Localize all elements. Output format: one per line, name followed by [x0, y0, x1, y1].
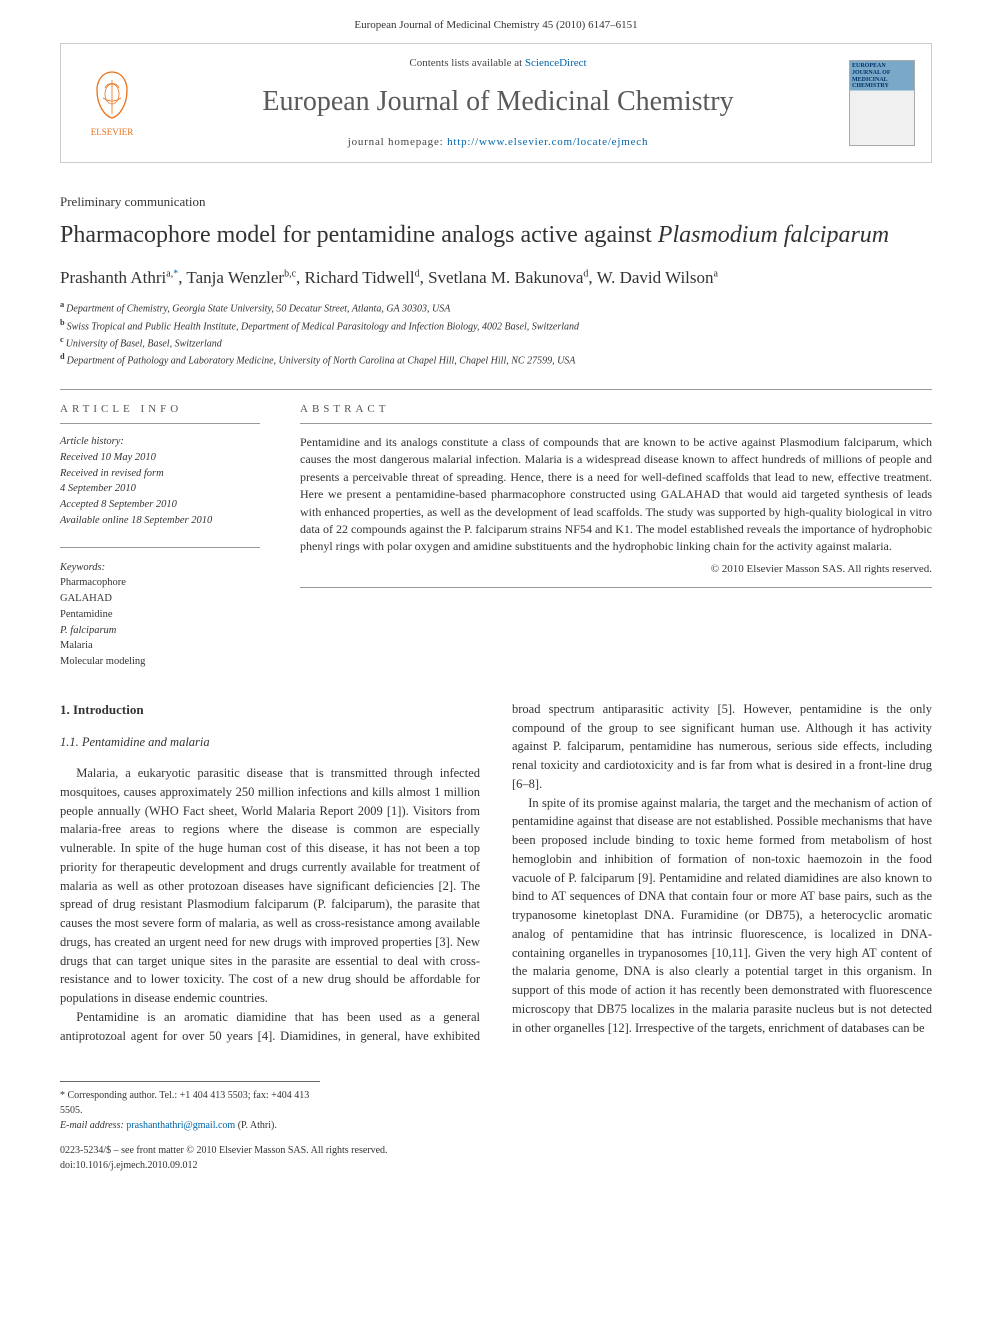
- cover-thumb-title: EUROPEAN JOURNAL OF MEDICINAL CHEMISTRY: [852, 63, 912, 89]
- history-line: Received 10 May 2010: [60, 452, 156, 463]
- homepage-line: journal homepage: http://www.elsevier.co…: [165, 135, 831, 150]
- author-5: W. David Wilson: [597, 268, 714, 287]
- abstract-label: ABSTRACT: [300, 402, 932, 424]
- title-species: Plasmodium falciparum: [658, 222, 889, 248]
- keywords-label: Keywords:: [60, 560, 260, 576]
- article-title: Pharmacophore model for pentamidine anal…: [60, 220, 932, 250]
- authors: Prashanth Athria,*, Tanja Wenzlerb,c, Ri…: [60, 266, 932, 290]
- article-history: Article history: Received 10 May 2010 Re…: [60, 434, 260, 529]
- title-plain: Pharmacophore model for pentamidine anal…: [60, 222, 658, 248]
- aff-text: University of Basel, Basel, Switzerland: [66, 338, 222, 349]
- body-para: In spite of its promise against malaria,…: [512, 794, 932, 1038]
- masthead-center: Contents lists available at ScienceDirec…: [165, 56, 831, 150]
- journal-name: European Journal of Medicinal Chemistry: [165, 82, 831, 121]
- abstract-text: Pentamidine and its analogs constitute a…: [300, 434, 932, 556]
- corr-suffix: (P. Athri).: [235, 1120, 277, 1131]
- journal-masthead: ELSEVIER Contents lists available at Sci…: [60, 43, 932, 163]
- keyword: P. falciparum: [60, 625, 116, 636]
- aff-text: Department of Chemistry, Georgia State U…: [66, 304, 450, 315]
- divider: [60, 389, 932, 390]
- elsevier-label: ELSEVIER: [91, 126, 134, 139]
- aff-sup: a: [60, 300, 64, 309]
- author-1: Prashanth Athri: [60, 268, 166, 287]
- aff-sup: c: [60, 335, 64, 344]
- contents-prefix: Contents lists available at: [409, 57, 524, 69]
- author-3: Richard Tidwell: [305, 268, 415, 287]
- article-body: 1. Introduction 1.1. Pentamidine and mal…: [60, 700, 932, 1046]
- keywords: Keywords: Pharmacophore GALAHAD Pentamid…: [60, 560, 260, 670]
- affiliations: aDepartment of Chemistry, Georgia State …: [60, 299, 932, 368]
- contents-line: Contents lists available at ScienceDirec…: [165, 56, 831, 71]
- keyword: Pentamidine: [60, 609, 113, 620]
- doi-line: doi:10.1016/j.ejmech.2010.09.012: [60, 1158, 388, 1173]
- elsevier-logo: ELSEVIER: [77, 63, 147, 143]
- article-type: Preliminary communication: [60, 193, 932, 211]
- author-2-aff: b,c: [284, 268, 296, 279]
- corresponding-star[interactable]: *: [173, 268, 178, 279]
- homepage-prefix: journal homepage:: [348, 136, 447, 148]
- article-info-label: ARTICLE INFO: [60, 402, 260, 424]
- aff-sup: b: [60, 318, 65, 327]
- corr-email-link[interactable]: prashanthathri@gmail.com: [126, 1120, 235, 1131]
- keyword: Molecular modeling: [60, 656, 145, 667]
- section-heading-1: 1. Introduction: [60, 700, 480, 720]
- author-2: Tanja Wenzler: [186, 268, 284, 287]
- copyright-line: © 2010 Elsevier Masson SAS. All rights r…: [300, 562, 932, 577]
- journal-cover-thumb: EUROPEAN JOURNAL OF MEDICINAL CHEMISTRY: [849, 60, 915, 146]
- keyword: Malaria: [60, 640, 93, 651]
- aff-text: Department of Pathology and Laboratory M…: [67, 356, 576, 367]
- homepage-link[interactable]: http://www.elsevier.com/locate/ejmech: [447, 136, 648, 148]
- corr-line1: * Corresponding author. Tel.: +1 404 413…: [60, 1088, 320, 1118]
- history-line: 4 September 2010: [60, 483, 136, 494]
- author-5-aff: a: [714, 268, 718, 279]
- history-line: Accepted 8 September 2010: [60, 499, 177, 510]
- article-info-column: ARTICLE INFO Article history: Received 1…: [60, 402, 260, 670]
- divider: [60, 547, 260, 548]
- running-head: European Journal of Medicinal Chemistry …: [0, 0, 992, 43]
- aff-text: Swiss Tropical and Public Health Institu…: [67, 321, 579, 332]
- sciencedirect-link[interactable]: ScienceDirect: [525, 57, 587, 69]
- corr-email-label: E-mail address:: [60, 1120, 126, 1131]
- author-4-aff: d: [583, 268, 588, 279]
- front-matter-line: 0223-5234/$ – see front matter © 2010 El…: [60, 1143, 388, 1158]
- aff-sup: d: [60, 352, 65, 361]
- keyword: GALAHAD: [60, 593, 112, 604]
- history-label: Article history:: [60, 434, 260, 450]
- body-para: Malaria, a eukaryotic parasitic disease …: [60, 764, 480, 1008]
- corresponding-author-note: * Corresponding author. Tel.: +1 404 413…: [60, 1081, 320, 1133]
- section-heading-1-1: 1.1. Pentamidine and malaria: [60, 733, 480, 752]
- history-line: Received in revised form: [60, 468, 164, 479]
- doi-block: 0223-5234/$ – see front matter © 2010 El…: [60, 1143, 388, 1173]
- keyword: Pharmacophore: [60, 577, 126, 588]
- abstract-column: ABSTRACT Pentamidine and its analogs con…: [300, 402, 932, 670]
- divider: [300, 587, 932, 588]
- history-line: Available online 18 September 2010: [60, 515, 212, 526]
- author-3-aff: d: [415, 268, 420, 279]
- author-4: Svetlana M. Bakunova: [428, 268, 583, 287]
